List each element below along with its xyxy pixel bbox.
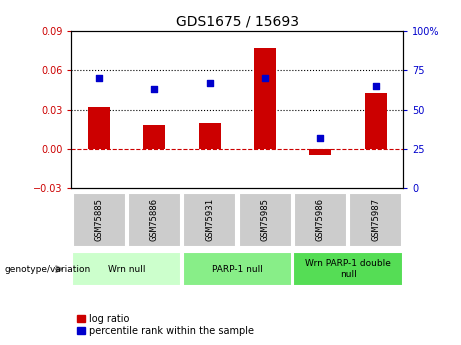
Bar: [309, 149, 331, 155]
Bar: [294, 193, 347, 247]
Bar: [365, 92, 387, 149]
Legend: log ratio, percentile rank within the sample: log ratio, percentile rank within the sa…: [77, 313, 255, 337]
Bar: [143, 125, 165, 149]
Text: Wrn null: Wrn null: [108, 265, 146, 274]
Point: [151, 86, 158, 92]
Bar: [72, 252, 182, 286]
Point: [372, 83, 379, 89]
Bar: [349, 193, 402, 247]
Point: [206, 80, 213, 86]
Text: GSM75931: GSM75931: [205, 198, 214, 241]
Text: GSM75885: GSM75885: [95, 198, 104, 241]
Point: [95, 76, 103, 81]
Bar: [183, 193, 236, 247]
Text: GSM75987: GSM75987: [371, 198, 380, 241]
Text: GSM75986: GSM75986: [316, 198, 325, 241]
Bar: [254, 48, 276, 149]
Bar: [72, 193, 126, 247]
Text: GSM75985: GSM75985: [260, 198, 270, 241]
Text: Wrn PARP-1 double
null: Wrn PARP-1 double null: [305, 259, 391, 279]
Title: GDS1675 / 15693: GDS1675 / 15693: [176, 14, 299, 29]
Bar: [183, 252, 292, 286]
Text: genotype/variation: genotype/variation: [5, 265, 91, 274]
Point: [261, 76, 269, 81]
Bar: [88, 107, 110, 149]
Text: PARP-1 null: PARP-1 null: [212, 265, 263, 274]
Bar: [238, 193, 292, 247]
Point: [317, 135, 324, 140]
Bar: [199, 122, 221, 149]
Bar: [128, 193, 181, 247]
Bar: [293, 252, 403, 286]
Text: GSM75886: GSM75886: [150, 198, 159, 241]
